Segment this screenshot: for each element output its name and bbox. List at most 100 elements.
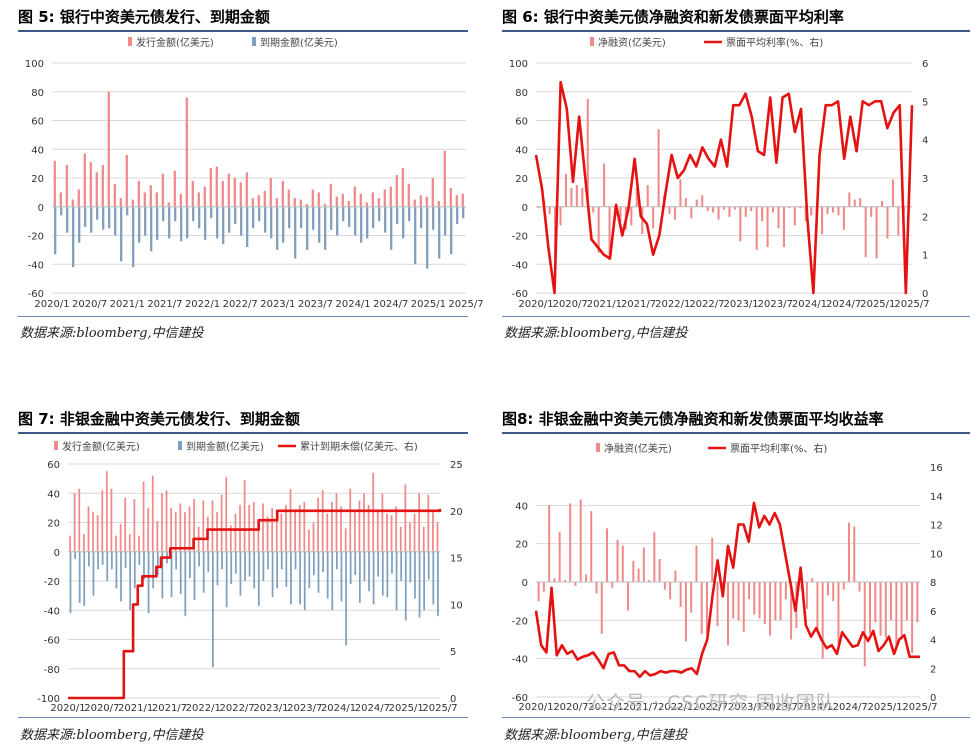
bar	[414, 551, 416, 599]
bar	[276, 206, 279, 250]
y2-tick-label: 10	[450, 600, 463, 611]
bar	[253, 551, 256, 589]
bar	[739, 206, 742, 242]
bar	[642, 547, 645, 582]
x-tick-label: 2020/7	[553, 702, 588, 713]
x-tick-label: 2023/7	[287, 703, 322, 714]
bar	[695, 199, 698, 207]
chart-source: 数据来源:bloomberg,中信建投	[20, 728, 204, 743]
x-tick-label: 2024/1	[792, 299, 827, 310]
bar	[377, 551, 380, 577]
series-line	[68, 508, 442, 700]
bar	[875, 206, 878, 259]
legend-label: 到期金额(亿美元)	[260, 36, 338, 49]
bar	[349, 551, 352, 584]
bar	[395, 175, 398, 207]
bar	[221, 551, 223, 570]
x-tick-label: 2025/1	[411, 299, 446, 310]
chart-panel-6: 图 6: 银行中资美元债净融资和新发债票面平均利率 数据来源:bloomberg…	[502, 4, 970, 344]
bar	[84, 206, 87, 227]
bar	[225, 551, 228, 608]
bar	[73, 493, 76, 552]
bar	[156, 206, 159, 240]
bar	[120, 206, 123, 262]
bar	[234, 513, 237, 552]
y-tick-label: -20	[44, 577, 60, 588]
bar	[414, 206, 417, 265]
bar	[431, 178, 434, 207]
x-tick-label: 2023/1	[723, 299, 758, 310]
y-tick-label: -60	[44, 636, 60, 647]
bar	[537, 582, 540, 602]
bar	[78, 551, 81, 603]
bar	[133, 499, 136, 552]
bar	[95, 172, 98, 207]
bar	[294, 509, 297, 552]
y-tick-label: 40	[31, 145, 44, 156]
bar	[895, 582, 898, 648]
bar	[679, 179, 682, 207]
bar	[413, 513, 416, 552]
bar	[619, 206, 622, 222]
y-tick-label: -80	[44, 665, 60, 676]
y2-tick-label: 16	[930, 463, 943, 474]
bar	[658, 559, 661, 582]
chart-panel-7: 图 7: 非银金融中资美元债发行、到期金额 数据来源:bloomberg,中信建…	[18, 406, 468, 747]
bar	[288, 206, 291, 229]
bar	[105, 471, 108, 552]
legend-label: 累计到期未偿(亿美元、右)	[300, 440, 418, 453]
bar	[575, 185, 578, 207]
bar	[342, 206, 345, 222]
bar	[673, 206, 676, 220]
bar	[632, 560, 635, 582]
bar	[425, 196, 428, 207]
bar	[842, 582, 845, 590]
bar	[197, 192, 200, 207]
bar	[179, 193, 182, 207]
bar	[285, 551, 288, 587]
bar	[151, 475, 154, 552]
bar	[246, 206, 249, 247]
bar	[303, 502, 306, 552]
bar	[262, 503, 264, 552]
bar	[733, 206, 736, 210]
bar	[276, 551, 279, 589]
bar	[354, 206, 357, 236]
bar	[227, 173, 230, 207]
bar	[916, 582, 919, 623]
bar	[859, 198, 862, 207]
bar	[266, 516, 269, 552]
bar	[209, 167, 212, 207]
bar	[774, 582, 777, 621]
y2-tick-label: 2	[922, 212, 928, 223]
bar	[611, 582, 614, 588]
bar	[168, 206, 171, 239]
y-tick-label: 40	[515, 501, 528, 512]
bar	[563, 580, 566, 582]
bar	[603, 163, 606, 207]
bar	[74, 551, 76, 560]
bar	[769, 582, 772, 636]
bar	[317, 192, 320, 207]
bar	[648, 580, 651, 582]
bar	[586, 98, 589, 207]
bar	[313, 551, 315, 576]
bar	[354, 551, 357, 576]
bar	[65, 165, 68, 207]
bar	[821, 582, 824, 659]
bar	[83, 534, 85, 552]
bar	[305, 203, 308, 207]
bar	[383, 189, 386, 207]
bar	[590, 511, 593, 582]
bar	[263, 190, 266, 207]
x-tick-label: 2024/1	[335, 299, 370, 310]
bar	[456, 206, 459, 224]
bar	[185, 97, 188, 207]
bar	[115, 551, 118, 589]
y-tick-label: -60	[512, 693, 528, 704]
bar	[210, 206, 213, 219]
x-tick-label: 2020/7	[84, 703, 119, 714]
x-tick-label: 2025/7	[894, 299, 929, 310]
bar	[826, 582, 829, 596]
bar	[744, 206, 747, 217]
